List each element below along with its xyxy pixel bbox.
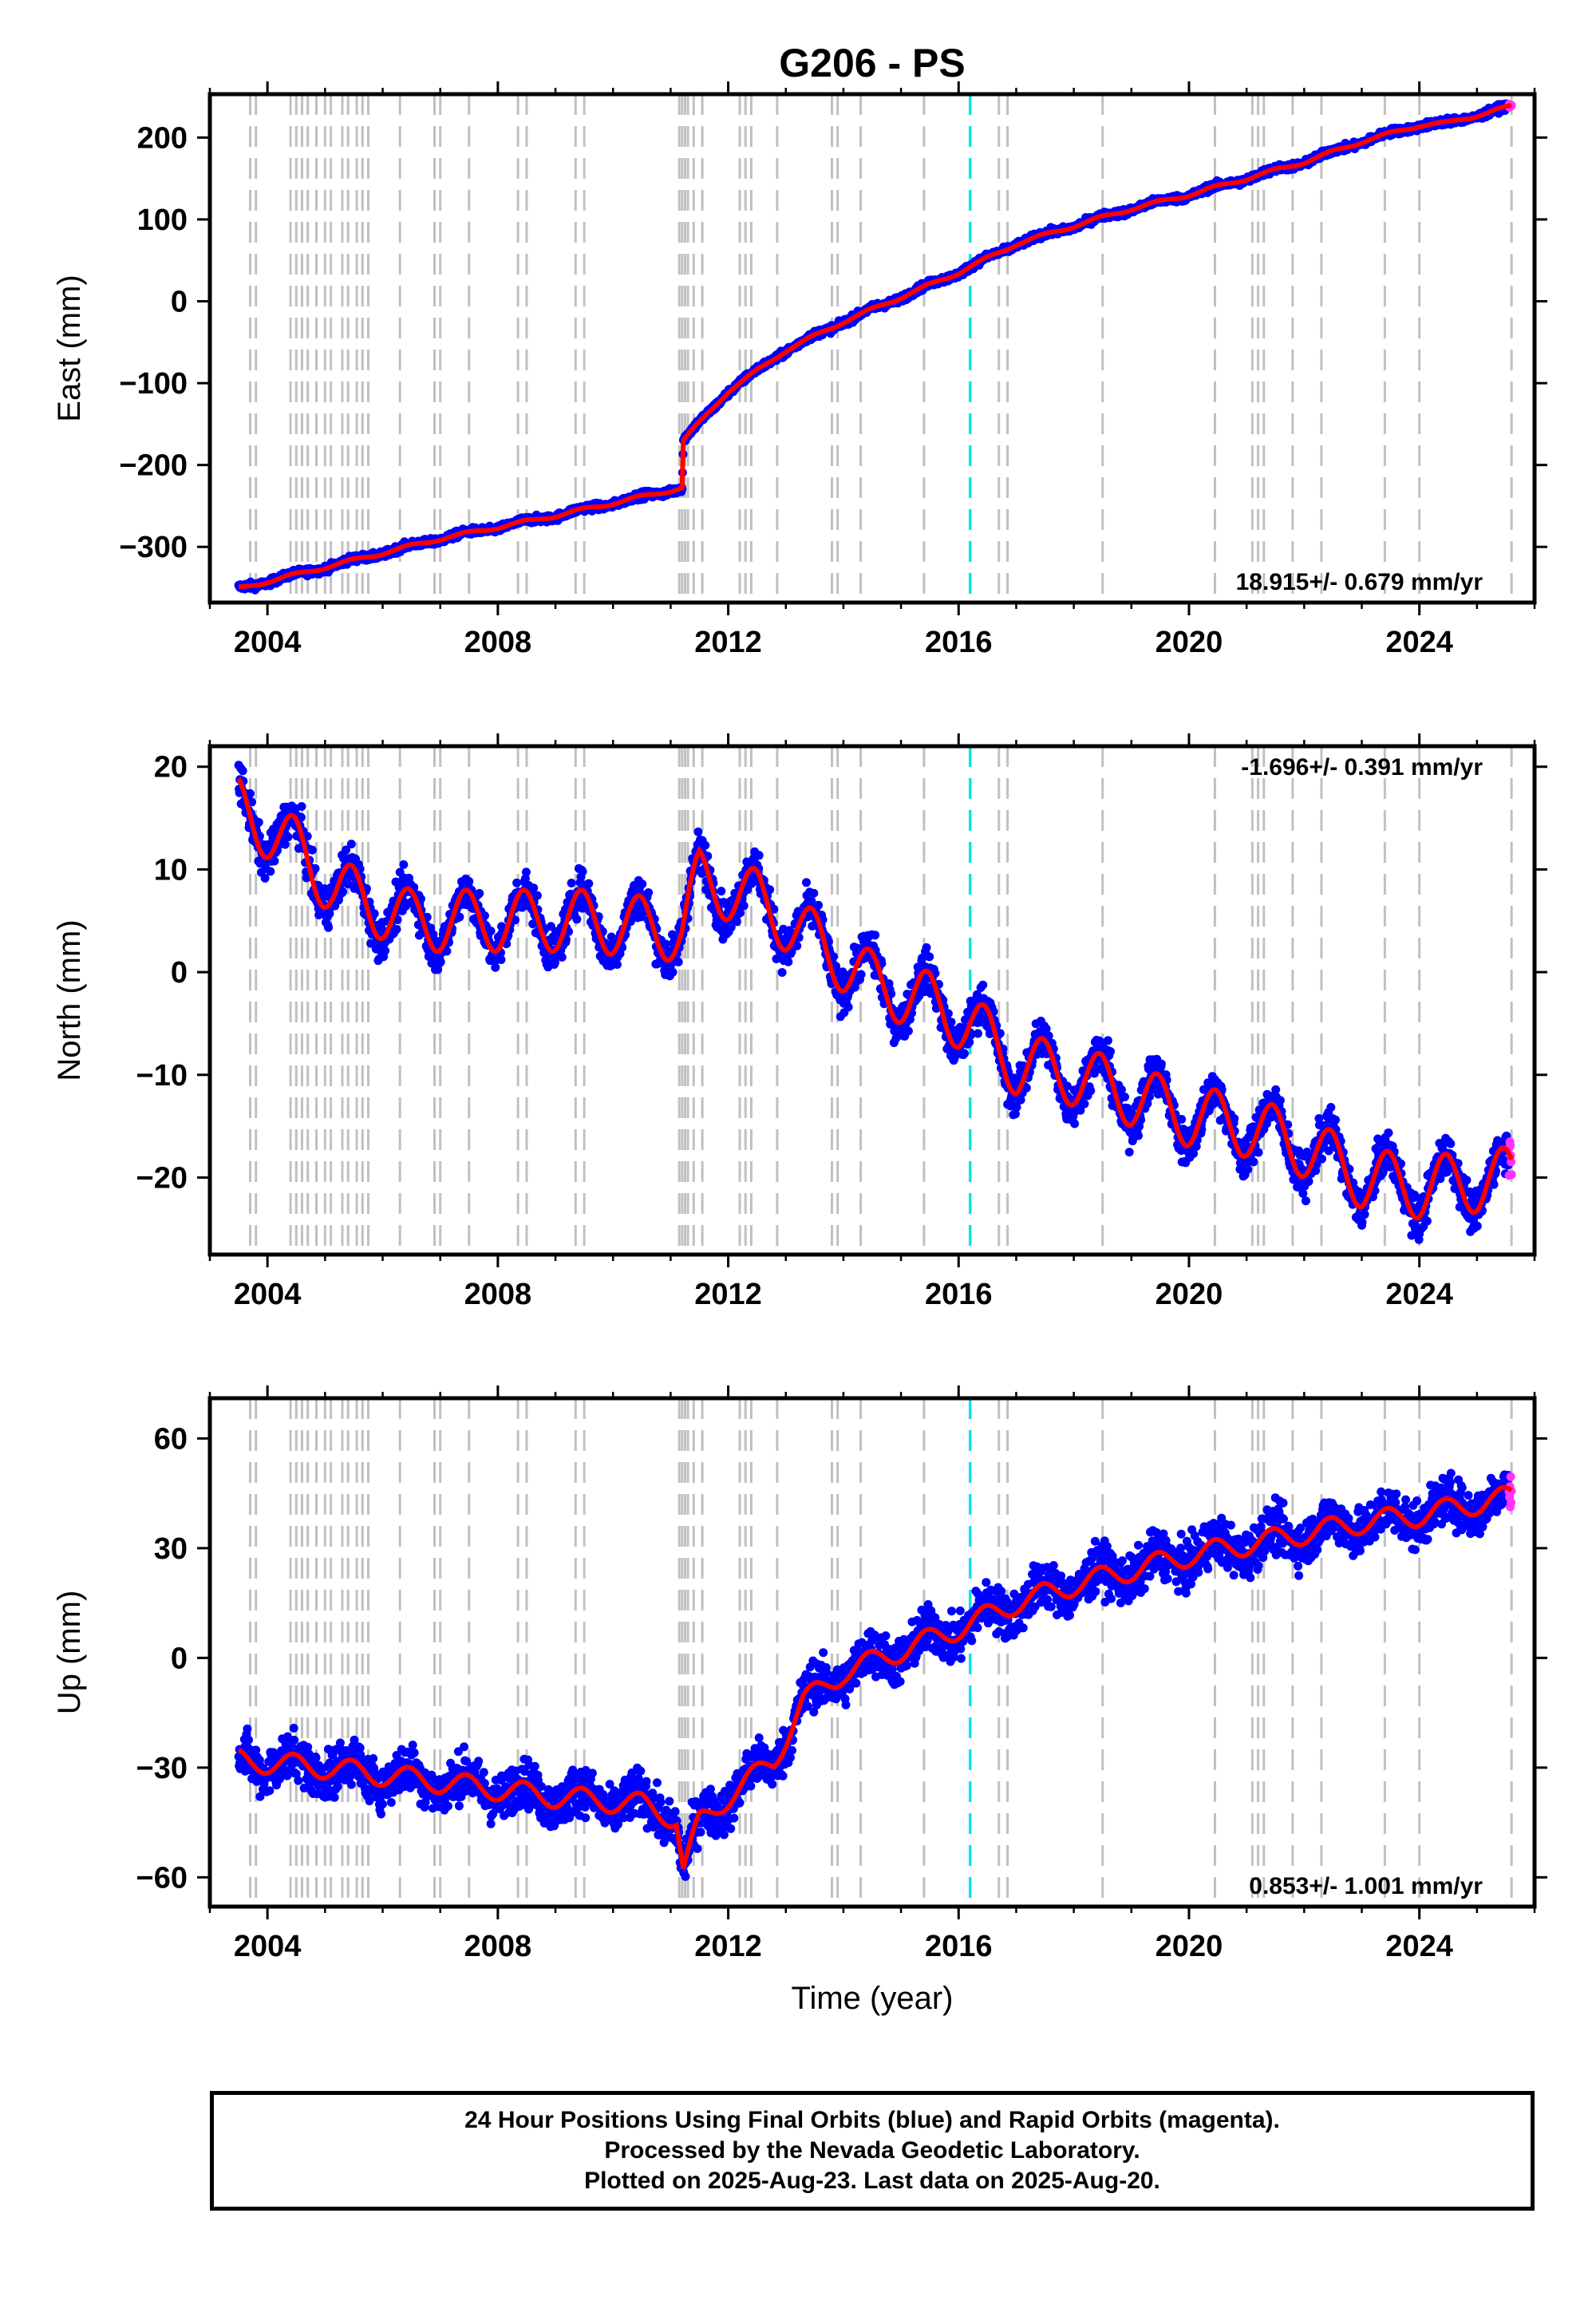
data-point — [260, 873, 270, 883]
data-point — [809, 888, 819, 898]
x-tick-label: 2020 — [1156, 626, 1223, 659]
data-point — [843, 1002, 853, 1012]
data-point — [491, 962, 500, 972]
data-point — [754, 851, 764, 860]
plot-area — [234, 746, 1516, 1255]
data-point — [856, 970, 866, 979]
x-tick-label: 2024 — [1385, 626, 1453, 659]
data-point — [280, 840, 290, 849]
x-tick-label: 2004 — [234, 626, 302, 659]
data-point — [369, 909, 379, 919]
data-point — [310, 864, 320, 873]
data-point — [717, 887, 726, 896]
data-point — [338, 887, 347, 896]
data-point — [521, 868, 531, 877]
data-point — [777, 968, 787, 977]
data-point — [399, 860, 409, 869]
plot-area — [234, 94, 1516, 603]
x-tick-label: 2016 — [925, 626, 993, 659]
east-panel: 2004 2008 2012 2016 2020 2024 −300 −200 −100 0 100… — [52, 81, 1547, 659]
data-points — [234, 99, 1516, 595]
data-point — [814, 900, 823, 910]
data-point — [567, 879, 576, 887]
data-point — [922, 943, 931, 952]
data-point — [802, 878, 811, 887]
model-fit-line — [238, 103, 1512, 590]
data-point — [557, 952, 567, 962]
y-tick-label: 0 — [171, 286, 188, 319]
y-tick-label: 100 — [137, 204, 188, 237]
data-point — [871, 931, 880, 940]
data-point — [325, 909, 334, 919]
data-point — [436, 957, 445, 966]
data-point — [342, 845, 351, 855]
x-tick-label: 2008 — [464, 626, 532, 659]
x-tick-label: 2012 — [694, 626, 762, 659]
data-point — [496, 955, 506, 964]
data-point — [693, 827, 703, 836]
data-point — [302, 832, 312, 841]
velocity-label: 18.915+/- 0.679 mm/yr — [1236, 569, 1483, 595]
data-point — [739, 901, 749, 911]
plot-frame — [207, 92, 1537, 605]
data-point — [529, 883, 539, 893]
data-point — [532, 891, 542, 900]
data-point — [346, 840, 356, 849]
y-tick-label: 200 — [137, 121, 188, 155]
data-point — [475, 888, 484, 898]
data-point — [296, 812, 306, 822]
data-point — [270, 856, 279, 866]
data-point — [584, 879, 594, 888]
data-point — [903, 1026, 913, 1036]
data-point — [455, 912, 464, 922]
data-point — [674, 957, 683, 966]
y-axis-label: East (mm) — [52, 275, 87, 421]
data-point — [784, 957, 793, 966]
data-point — [578, 867, 587, 876]
data-point — [701, 840, 710, 850]
data-point — [307, 845, 317, 855]
data-point — [486, 927, 496, 936]
data-point — [297, 802, 306, 811]
data-point — [381, 946, 390, 955]
data-point — [925, 952, 934, 962]
data-point — [266, 867, 275, 876]
y-tick-label: −300 — [119, 531, 188, 564]
data-point — [238, 766, 247, 776]
y-tick-label: −100 — [119, 367, 188, 401]
data-point — [324, 923, 333, 932]
data-point — [343, 879, 353, 889]
data-point — [283, 832, 293, 842]
north-panel: 2004 2008 2012 2016 2020 2024−20−1001020North… — [52, 733, 1547, 1311]
data-point — [668, 967, 678, 977]
data-point — [442, 947, 452, 956]
data-point — [254, 817, 263, 827]
data-point — [638, 879, 647, 889]
y-tick-label: −200 — [119, 449, 188, 483]
data-point — [732, 917, 741, 927]
data-point — [392, 925, 401, 934]
chart-title: G206 - PS — [779, 41, 965, 85]
data-point — [464, 877, 474, 886]
data-point — [644, 888, 654, 897]
data-point — [572, 915, 582, 924]
data-point — [246, 788, 255, 798]
data-point — [512, 878, 522, 887]
data-points — [234, 761, 1516, 1244]
